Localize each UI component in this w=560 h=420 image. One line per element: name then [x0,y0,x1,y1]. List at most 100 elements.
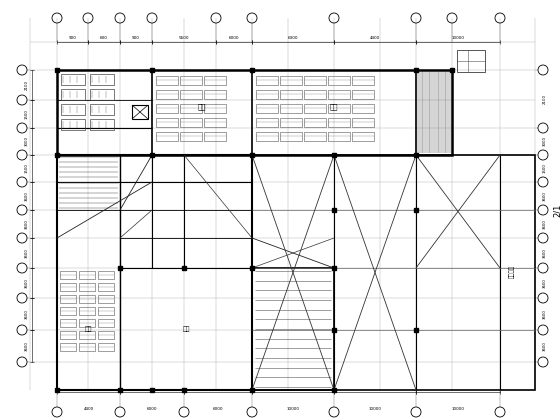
Bar [252,155,535,390]
Bar [182,388,186,392]
Bar [256,118,278,127]
Text: 3000: 3000 [543,136,547,147]
Text: 3600: 3600 [25,248,29,258]
Text: 3000: 3000 [25,136,29,147]
Bar [150,388,154,392]
Bar [90,74,114,85]
Text: 900: 900 [68,36,76,40]
Bar [57,70,452,155]
Text: 2/1: 2/1 [553,203,560,217]
Bar [156,118,178,127]
Bar [252,268,334,390]
Text: 6000: 6000 [213,407,223,411]
Bar [250,68,254,72]
Bar [60,331,76,339]
Bar [180,90,202,99]
Text: 2100: 2100 [543,94,547,104]
Text: 展厅: 展厅 [182,326,190,332]
Text: 6300: 6300 [288,36,298,40]
Text: 4400: 4400 [370,36,380,40]
Bar [204,132,226,141]
Bar [150,68,154,72]
Bar [304,118,326,127]
Bar [332,153,336,157]
Bar [90,89,114,100]
Bar [90,119,114,130]
Bar [352,104,374,113]
Bar [90,104,114,115]
Text: 6000: 6000 [228,36,239,40]
Bar [60,295,76,303]
Bar [280,104,302,113]
Bar [332,388,336,392]
Bar [60,271,76,279]
Bar [98,295,114,303]
Bar [352,90,374,99]
Bar [60,307,76,315]
Text: 展厅入口: 展厅入口 [509,265,515,278]
Text: 10000: 10000 [451,36,464,40]
Text: 2100: 2100 [25,80,29,90]
Bar [61,74,85,85]
Bar [132,105,148,119]
Bar [204,104,226,113]
Bar [414,68,418,72]
Text: 6000: 6000 [147,407,157,411]
Text: 10000: 10000 [368,407,381,411]
Bar [98,271,114,279]
Text: 3600: 3600 [543,248,547,258]
Text: 3600: 3600 [25,278,29,288]
Bar [79,343,95,351]
Bar [250,388,254,392]
Bar [55,388,59,392]
Bar [328,118,350,127]
Bar [61,119,85,130]
Text: 3600: 3600 [543,219,547,229]
Bar [328,104,350,113]
Bar [98,343,114,351]
Bar [79,271,95,279]
Text: 教室: 教室 [198,104,206,110]
Text: 3600: 3600 [25,219,29,229]
Bar [352,76,374,85]
Bar [57,155,252,390]
Bar [256,104,278,113]
Bar [180,76,202,85]
Bar [118,266,122,270]
Bar [98,283,114,291]
Bar [79,319,95,327]
Bar [280,90,302,99]
Bar [280,76,302,85]
Text: 1500: 1500 [25,109,29,119]
Bar [150,153,154,157]
Bar [204,118,226,127]
Bar [156,76,178,85]
Bar [204,76,226,85]
Text: 教室: 教室 [330,104,338,110]
Bar [256,90,278,99]
Bar [61,104,85,115]
Text: 3600: 3600 [25,191,29,201]
Bar [180,132,202,141]
Bar [250,266,254,270]
Bar [60,343,76,351]
Bar [328,132,350,141]
Bar [118,388,122,392]
Bar [79,331,95,339]
Bar [450,68,454,72]
Bar [256,76,278,85]
Bar [98,331,114,339]
Text: 10000: 10000 [451,407,464,411]
Bar [304,90,326,99]
Text: 3600: 3600 [25,341,29,351]
Text: 1500: 1500 [25,163,29,173]
Bar [180,118,202,127]
Text: 10000: 10000 [287,407,300,411]
Bar [156,132,178,141]
Text: 3600: 3600 [25,309,29,319]
Bar [156,104,178,113]
Bar [250,153,254,157]
Bar [332,208,336,212]
Bar [352,132,374,141]
Bar [79,295,95,303]
